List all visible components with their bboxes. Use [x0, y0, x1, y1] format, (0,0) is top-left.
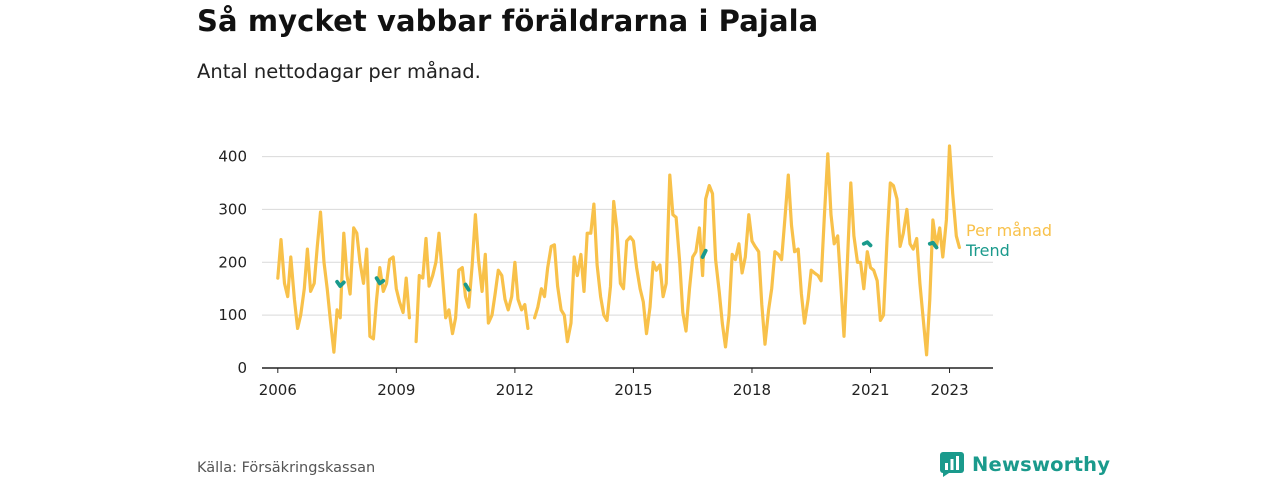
series-line-trend-4 — [335, 279, 346, 288]
chart-title: Så mycket vabbar föräldrarna i Pajala — [197, 4, 819, 38]
chart-subtitle: Antal nettodagar per månad. — [197, 60, 481, 83]
y-tick-label-200: 200 — [218, 253, 247, 271]
y-axis-ticks: 0 100 200 300 400 — [218, 148, 247, 377]
series-line-per-m-nad-1 — [414, 213, 530, 344]
x-tick-label-2023: 2023 — [930, 381, 968, 399]
y-tick-label-400: 400 — [218, 148, 247, 166]
x-tick-label-2006: 2006 — [259, 381, 297, 399]
series-line-per-m-nad-2 — [533, 144, 961, 357]
grid-lines — [262, 156, 993, 316]
series-line-trend-9 — [374, 276, 386, 286]
x-tick-label-2018: 2018 — [733, 381, 771, 399]
x-tick-label-2009: 2009 — [377, 381, 415, 399]
series-line-trend-79 — [927, 240, 939, 250]
series-line-trend-70 — [861, 240, 873, 248]
series-line-trend-16 — [463, 282, 471, 292]
series-label-trend: Trend — [965, 241, 1010, 260]
newsworthy-logo-icon — [940, 452, 964, 477]
x-tick-label-2012: 2012 — [496, 381, 534, 399]
source-note: Källa: Försäkringskassan — [197, 460, 376, 476]
series-label-per-m-nad: Per månad — [966, 221, 1052, 240]
y-tick-label-300: 300 — [218, 200, 247, 218]
x-tick-label-2015: 2015 — [614, 381, 652, 399]
series-line-per-m-nad-0 — [276, 210, 411, 354]
newsworthy-brand[interactable]: Newsworthy — [940, 452, 1110, 477]
y-tick-label-100: 100 — [218, 306, 247, 324]
series-group — [276, 144, 961, 357]
series-line-trend-46 — [700, 248, 708, 259]
x-axis: 2006 2009 2012 2015 2018 2021 2023 — [259, 367, 993, 399]
x-tick-label-2021: 2021 — [851, 381, 889, 399]
y-tick-label-0: 0 — [237, 359, 247, 377]
brand-name: Newsworthy — [972, 453, 1111, 476]
